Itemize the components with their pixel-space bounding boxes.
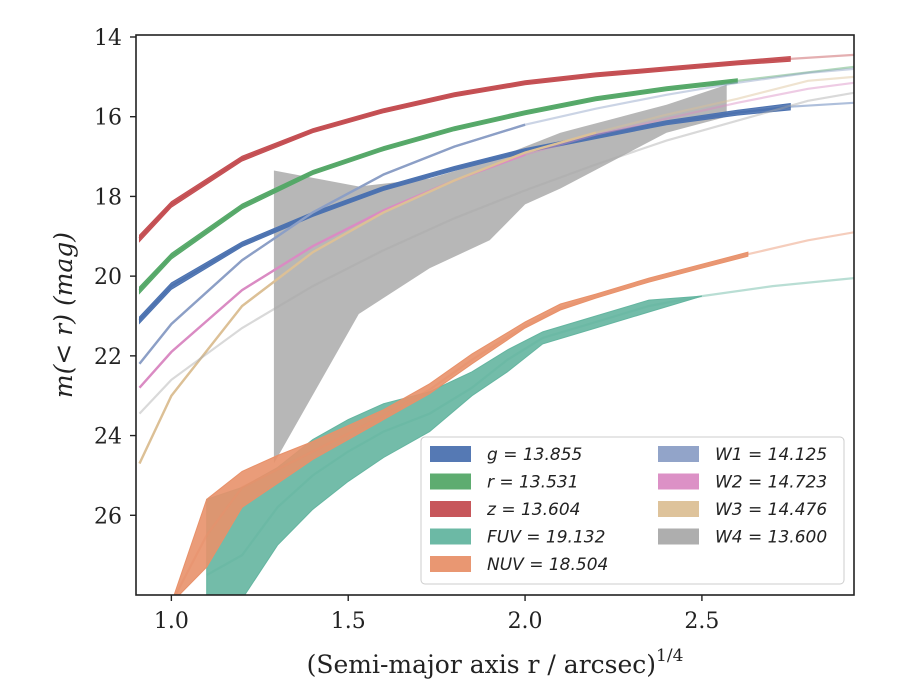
series-lines <box>138 53 854 595</box>
x-tick-label: 2.0 <box>508 609 543 634</box>
y-tick-label: 26 <box>94 504 122 529</box>
legend-frame <box>420 436 845 585</box>
legend-label-fuv: FUV = 19.132 <box>487 528 605 548</box>
legend-label-r: r = 13.531 <box>487 473 579 493</box>
x-axis-title-superscript: 1/4 <box>656 646 683 666</box>
y-tick-label: 20 <box>94 265 122 290</box>
x-axis-title: (Semi-major axis r / arcsec)1/4 <box>307 646 684 679</box>
y-tick-label: 24 <box>94 425 122 450</box>
x-tick-label: 2.5 <box>684 609 719 634</box>
line-w1 <box>138 123 526 365</box>
band-r <box>139 78 738 295</box>
legend-swatch-w4 <box>658 528 699 545</box>
legend-label-w1: W1 = 14.125 <box>715 445 827 465</box>
legend-label-nuv: NUV = 18.504 <box>487 555 608 575</box>
line-fuv-faded <box>206 277 854 577</box>
legend-swatch-g <box>430 446 471 462</box>
legend-label-w3: W3 = 14.476 <box>715 500 827 520</box>
y-tick-label: 14 <box>94 26 122 51</box>
legend-swatch-w3 <box>658 501 699 517</box>
x-axis-ticks: 1.0 1.5 2.0 2.5 <box>154 595 719 634</box>
legend-label-g: g = 13.855 <box>487 445 582 465</box>
band-g <box>139 103 791 325</box>
line-w4-faded <box>138 91 854 415</box>
legend-label-z: z = 13.604 <box>486 500 580 520</box>
legend-swatch-z <box>430 501 471 517</box>
y-axis-ticks: 14 16 18 20 22 24 26 <box>94 26 136 529</box>
legend-swatch-r <box>430 473 471 490</box>
legend-swatch-fuv <box>430 528 471 545</box>
y-tick-label: 22 <box>94 345 122 370</box>
line-r <box>138 79 738 291</box>
line-z <box>138 57 791 240</box>
legend-label-w4: W4 = 13.600 <box>715 528 827 548</box>
line-w3 <box>138 131 597 465</box>
y-axis-title: m(< r) (mag) <box>49 232 78 398</box>
legend-swatch-w2 <box>658 473 699 490</box>
x-tick-label: 1.5 <box>331 609 366 634</box>
x-tick-label: 1.0 <box>154 609 189 634</box>
line-g <box>138 105 791 321</box>
y-tick-label: 16 <box>94 106 122 131</box>
plot-frame <box>135 34 855 596</box>
line-w3-faded <box>138 75 854 464</box>
band-w4 <box>273 84 727 464</box>
legend-label-w2: W2 = 14.723 <box>715 473 827 493</box>
legend: g = 13.855 r = 13.531 z = 13.604 FUV = 19.1… <box>420 436 845 585</box>
line-nuv-faded <box>174 231 854 595</box>
band-nuv <box>173 251 749 595</box>
y-tick-label: 18 <box>94 185 122 210</box>
legend-swatch-w1 <box>658 446 699 462</box>
legend-swatch-nuv <box>430 556 471 572</box>
